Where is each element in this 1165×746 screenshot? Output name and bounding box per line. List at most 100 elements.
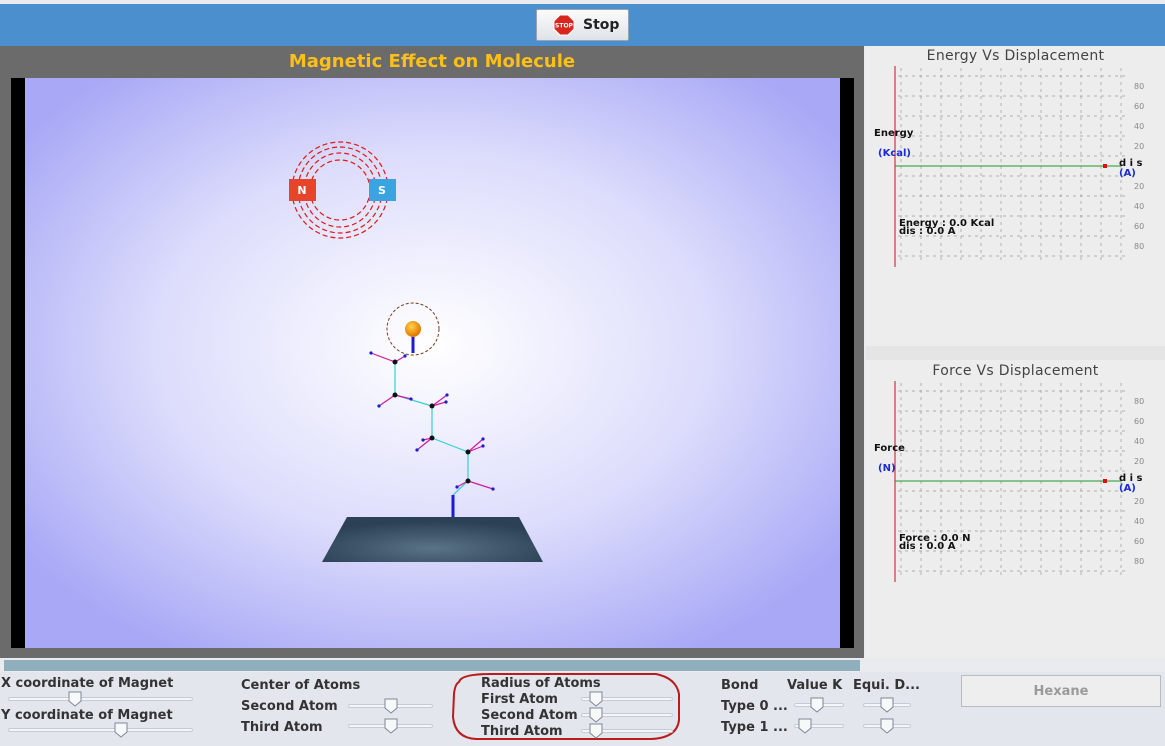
- slider-track: [794, 724, 844, 728]
- force-y-unit: (N): [878, 463, 896, 474]
- simulation-panel: Magnetic Effect on Molecule: [0, 46, 864, 658]
- slider-thumb[interactable]: [589, 723, 603, 739]
- value-k-label: Value K: [787, 678, 843, 693]
- energy-x-unit: (A): [1119, 168, 1136, 179]
- x-magnet-slider[interactable]: [8, 691, 193, 707]
- stop-button[interactable]: STOP Stop: [536, 9, 629, 41]
- bond-type1-d-slider[interactable]: [863, 718, 911, 734]
- energy-graph-title: Energy Vs Displacement: [926, 48, 1105, 64]
- stop-button-label: Stop: [583, 17, 620, 33]
- radius-third-atom-label: Third Atom: [481, 724, 563, 739]
- y-tick-label: 20: [1134, 457, 1144, 466]
- radius-second-atom-slider[interactable]: [581, 707, 673, 723]
- force-graph: 80 60 40 20 20 40 60 80 Force (N) d i s (A) For…: [874, 381, 1144, 582]
- slider-thumb[interactable]: [880, 697, 894, 713]
- controls-panel: X coordinate of Magnet Y coordinate of M…: [0, 672, 1165, 746]
- x-magnet-label: X coordinate of Magnet: [1, 676, 174, 691]
- magnet-north-pole[interactable]: [289, 179, 316, 201]
- energy-y-label: Energy: [874, 128, 914, 139]
- force-dis-readout: dis : 0.0 A: [899, 541, 956, 552]
- carbon-atoms: [392, 359, 471, 484]
- center-second-atom-label: Second Atom: [241, 699, 338, 714]
- y-magnet-slider[interactable]: [8, 722, 193, 738]
- force-readout: Force : 0.0 N: [899, 533, 970, 544]
- y-tick-label: 80: [1134, 557, 1144, 566]
- atom-radius-ring: [386, 302, 440, 356]
- radius-highlight-annotation: [451, 673, 680, 740]
- radius-first-atom-slider[interactable]: [581, 691, 673, 707]
- y-tick-label: 40: [1134, 202, 1144, 211]
- slider-track: [581, 713, 673, 717]
- simulation-viewport: N S: [11, 78, 854, 648]
- magnet-south-pole[interactable]: [369, 179, 396, 201]
- simulation-progress-bar: [4, 660, 860, 671]
- y-magnet-label: Y coordinate of Magnet: [1, 708, 173, 723]
- bond-type1-k-slider[interactable]: [794, 718, 844, 734]
- svg-text:STOP: STOP: [555, 23, 574, 30]
- energy-graph: 80 60 40 20 20 40 60 80 Energy (Kcal) d i s (A)…: [874, 66, 1144, 267]
- energy-x-label: d i s: [1119, 158, 1143, 169]
- force-tick-labels: 80 60 40 20 20 40 60 80: [1134, 397, 1144, 566]
- radius-second-atom-label: Second Atom: [481, 708, 578, 723]
- force-x-label: d i s: [1119, 473, 1143, 484]
- hydrogen-atoms: [369, 351, 495, 491]
- energy-dis-readout: dis : 0.0 A: [899, 226, 956, 237]
- slider-thumb[interactable]: [880, 718, 894, 734]
- slider-track: [8, 728, 193, 732]
- molecule-select-button[interactable]: Hexane: [961, 675, 1161, 707]
- y-tick-label: 80: [1134, 82, 1144, 91]
- magnetic-atom: [405, 321, 421, 337]
- energy-tick-labels: 80 60 40 20 20 40 60 80: [1134, 82, 1144, 251]
- slider-track: [581, 729, 673, 733]
- bond-type0-k-slider[interactable]: [794, 697, 844, 713]
- slider-thumb[interactable]: [384, 698, 398, 714]
- force-y-label: Force: [874, 443, 905, 454]
- slider-thumb[interactable]: [589, 707, 603, 723]
- energy-current-point: [1103, 164, 1107, 168]
- y-tick-label: 80: [1134, 242, 1144, 251]
- slider-thumb[interactable]: [810, 697, 824, 713]
- bond-type0-label: Type 0 ...: [721, 699, 788, 714]
- y-tick-label: 80: [1134, 397, 1144, 406]
- top-toolbar: STOP Stop: [0, 4, 1165, 46]
- stop-sign-icon: STOP: [553, 14, 575, 36]
- hexane-molecule: [369, 302, 495, 517]
- radius-first-atom-label: First Atom: [481, 692, 558, 707]
- center-third-atom-label: Third Atom: [241, 720, 323, 735]
- center-second-atom-slider[interactable]: [348, 698, 433, 714]
- y-tick-label: 20: [1134, 497, 1144, 506]
- y-tick-label: 60: [1134, 102, 1144, 111]
- force-current-point: [1103, 479, 1107, 483]
- radius-atoms-label: Radius of Atoms: [481, 676, 601, 691]
- y-tick-label: 60: [1134, 222, 1144, 231]
- magnet[interactable]: N S: [289, 179, 396, 201]
- y-tick-label: 20: [1134, 182, 1144, 191]
- graphs-separator: [866, 346, 1165, 360]
- y-tick-label: 40: [1134, 437, 1144, 446]
- bond-type0-d-slider[interactable]: [863, 697, 911, 713]
- slider-thumb[interactable]: [384, 718, 398, 734]
- bond-label: Bond: [721, 678, 759, 693]
- y-tick-label: 40: [1134, 517, 1144, 526]
- y-tick-label: 60: [1134, 417, 1144, 426]
- energy-readout: Energy : 0.0 Kcal: [899, 218, 994, 229]
- center-atoms-label: Center of Atoms: [241, 678, 361, 693]
- magnet-north-label: N: [297, 184, 306, 197]
- magnet-south-label: S: [378, 184, 386, 197]
- slider-thumb[interactable]: [114, 722, 128, 738]
- slider-track: [581, 697, 673, 701]
- simulation-title: Magnetic Effect on Molecule: [288, 51, 576, 72]
- base-platform: [322, 517, 543, 562]
- slider-thumb[interactable]: [798, 718, 812, 734]
- energy-y-unit: (Kcal): [878, 148, 911, 159]
- force-x-unit: (A): [1119, 483, 1136, 494]
- center-third-atom-slider[interactable]: [348, 718, 433, 734]
- force-graph-title: Force Vs Displacement: [932, 363, 1099, 379]
- y-tick-label: 20: [1134, 142, 1144, 151]
- slider-thumb[interactable]: [589, 691, 603, 707]
- y-tick-label: 60: [1134, 537, 1144, 546]
- radius-third-atom-slider[interactable]: [581, 723, 673, 739]
- slider-thumb[interactable]: [68, 691, 82, 707]
- slider-track: [8, 697, 193, 701]
- bond-type1-label: Type 1 ...: [721, 720, 788, 735]
